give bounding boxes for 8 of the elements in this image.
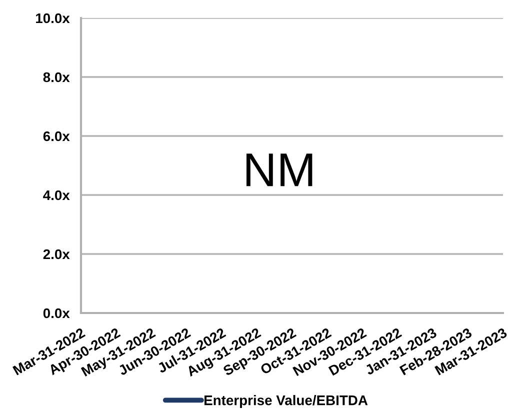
y-tick-label: 0.0x <box>43 308 70 318</box>
y-tick-label: 4.0x <box>43 190 70 200</box>
annotation: NM <box>246 154 312 186</box>
y-tick-label: 8.0x <box>43 72 70 82</box>
legend-label: Enterprise Value/EBITDA <box>204 395 368 408</box>
y-tick-label: 2.0x <box>43 249 70 260</box>
y-tick-label: 6.0x <box>43 131 70 142</box>
y-tick-label: 10.0x <box>36 13 70 24</box>
